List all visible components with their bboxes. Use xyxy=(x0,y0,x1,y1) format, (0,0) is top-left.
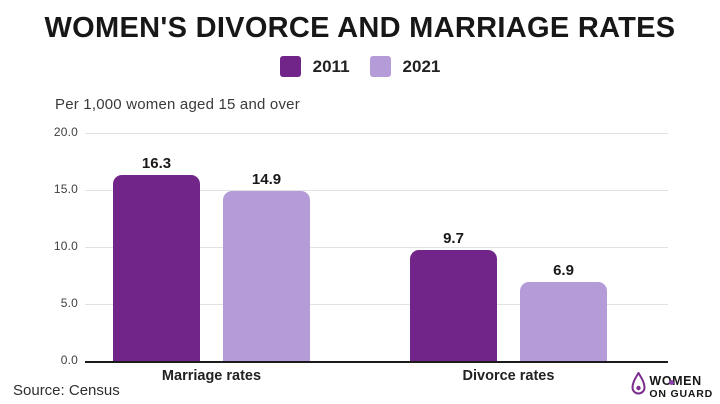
legend-item-2021: 2021 xyxy=(369,56,441,77)
source-note: Source: Census xyxy=(13,382,120,399)
legend-label-2021: 2021 xyxy=(402,56,441,76)
gridline xyxy=(85,190,668,191)
bar-value-label: 9.7 xyxy=(443,230,464,248)
bar xyxy=(410,250,497,361)
brand-logo-line1: WOMEN xyxy=(649,375,713,388)
gridline xyxy=(85,247,668,248)
bar-column-2021: 14.9 xyxy=(223,133,310,361)
legend-item-2011: 2011 xyxy=(279,56,350,77)
legend-label-2011: 2011 xyxy=(312,56,350,76)
bar-value-label: 16.3 xyxy=(141,155,172,173)
y-axis-tick-label: 15.0 xyxy=(53,182,78,196)
chart-subtitle: Per 1,000 women aged 15 and over xyxy=(55,96,300,113)
bar-group: 9.7 6.9 xyxy=(410,133,607,361)
bar xyxy=(520,282,607,361)
x-axis-category-label: Divorce rates xyxy=(462,368,555,384)
brand-logo: WOMEN ON GUARD xyxy=(631,371,713,403)
gridline xyxy=(85,133,668,134)
plot-area: 16.3 14.9 9.7 6.9 xyxy=(85,133,668,363)
legend-swatch-2011 xyxy=(279,56,301,77)
bar-value-label: 6.9 xyxy=(553,262,574,280)
brand-logo-line2: ON GUARD xyxy=(649,387,713,400)
gridline xyxy=(85,304,668,305)
chart-title: WOMEN'S DIVORCE AND MARRIAGE RATES xyxy=(44,12,676,44)
y-axis-tick-label: 0.0 xyxy=(60,353,78,367)
legend: 2011 2021 xyxy=(0,56,720,77)
legend-swatch-2021 xyxy=(369,56,391,77)
bar xyxy=(113,175,200,361)
bar-column-2011: 16.3 xyxy=(113,133,200,361)
y-axis-tick-label: 10.0 xyxy=(53,239,78,253)
bar-value-label: 14.9 xyxy=(251,171,282,189)
brand-logo-text: WOMEN ON GUARD xyxy=(649,375,713,399)
bar-column-2021: 6.9 xyxy=(520,133,607,361)
bar xyxy=(223,191,310,361)
bar-column-2011: 9.7 xyxy=(410,133,497,361)
woman-droplet-icon xyxy=(631,371,646,403)
y-axis-tick-label: 20.0 xyxy=(53,125,78,139)
bar-group: 16.3 14.9 xyxy=(113,133,310,361)
x-axis-category-label: Marriage rates xyxy=(161,368,262,384)
y-axis-tick-label: 5.0 xyxy=(60,296,78,310)
